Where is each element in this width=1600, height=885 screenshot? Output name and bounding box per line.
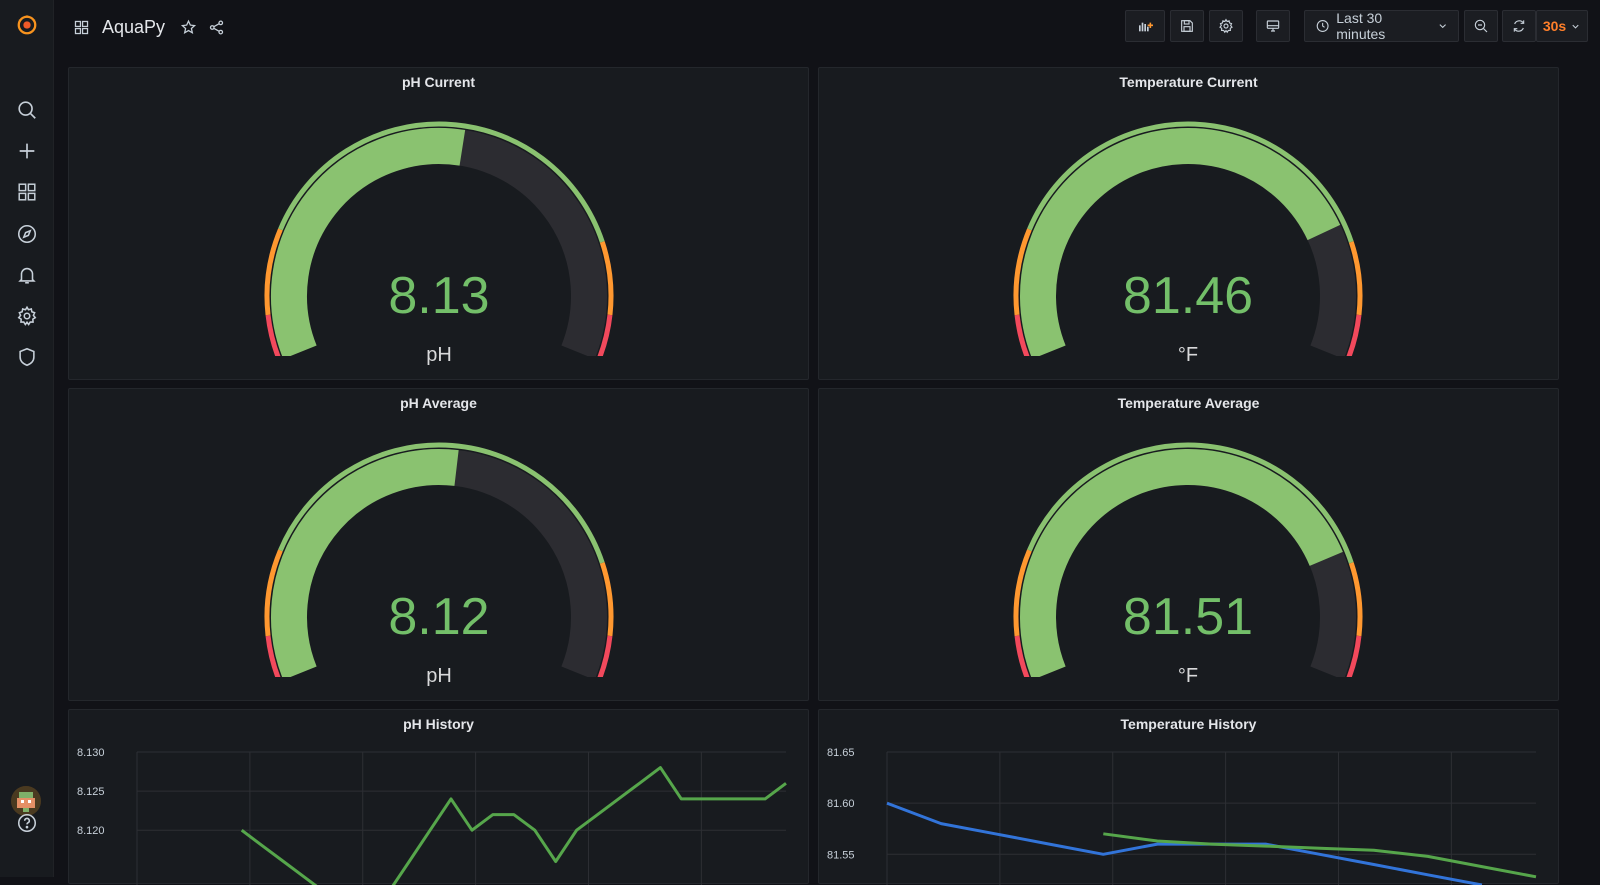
panel-ph-current: pH Current 8.13 pH	[68, 67, 809, 380]
panel-ph-average: pH Average 8.12 pH	[68, 388, 809, 701]
threshold-band	[597, 314, 613, 356]
gauge-value: 8.13	[388, 267, 490, 325]
plus-icon[interactable]	[0, 133, 54, 169]
dashboard-title-area: AquaPy	[68, 14, 229, 40]
series-line	[886, 801, 1483, 885]
chevron-down-icon	[1439, 24, 1446, 29]
refresh-interval-picker[interactable]: 30s	[1536, 10, 1588, 42]
threshold-band	[1346, 314, 1362, 356]
help-icon[interactable]	[0, 805, 54, 841]
panel-temperature-history: Temperature History 81.65 81.60 81.55	[818, 709, 1560, 885]
y-tick-label: 81.60	[827, 798, 855, 810]
gauge-value-arc	[271, 449, 459, 677]
user-avatar[interactable]	[11, 786, 41, 816]
gauge-value: 81.46	[1122, 267, 1254, 325]
series-line	[240, 766, 787, 885]
shield-icon[interactable]	[0, 339, 54, 375]
gauge-value-arc	[1020, 128, 1341, 356]
y-tick-label: 81.65	[827, 747, 855, 759]
threshold-band	[1346, 635, 1362, 677]
dashboards-grid-icon	[68, 14, 94, 40]
gear-icon	[1219, 18, 1233, 34]
threshold-band	[265, 314, 281, 356]
threshold-band	[599, 241, 614, 316]
threshold-band	[1014, 314, 1030, 356]
top-navbar: AquaPy Last 30 minutes 30s	[54, 0, 1600, 54]
y-tick-label: 8.120	[77, 825, 105, 837]
y-tick-label: 8.125	[77, 786, 105, 798]
gear-icon[interactable]	[0, 298, 54, 334]
grafana-logo-icon[interactable]	[0, 7, 54, 43]
refresh-interval-value: 30s	[1542, 18, 1567, 34]
threshold-band	[1014, 635, 1030, 677]
bell-icon[interactable]	[0, 257, 54, 293]
ph-history-chart[interactable]: 8.130 8.125 8.120	[69, 710, 810, 885]
threshold-band	[278, 442, 605, 564]
gauge-value-arc	[1020, 449, 1343, 677]
series-line	[1103, 832, 1537, 879]
grafana-logo-icon	[17, 14, 37, 35]
panel-title[interactable]: Temperature Current	[1119, 74, 1258, 90]
gauge-value-arc	[271, 128, 466, 356]
add-panel-button[interactable]	[1125, 10, 1165, 42]
gauge-unit: pH	[426, 665, 452, 687]
search-icon[interactable]	[0, 92, 54, 128]
threshold-band	[1348, 241, 1363, 316]
dashboard-settings-button[interactable]	[1209, 10, 1243, 42]
threshold-band	[1027, 442, 1354, 564]
star-icon[interactable]	[175, 14, 201, 40]
threshold-band	[597, 635, 613, 677]
threshold-band	[1348, 562, 1363, 637]
panel-title[interactable]: pH Average	[400, 395, 477, 411]
gauge-value: 81.51	[1122, 588, 1254, 646]
explore-compass-icon[interactable]	[0, 216, 54, 252]
time-range-picker[interactable]: Last 30 minutes	[1304, 10, 1459, 42]
panel-ph-history: pH History 8.130 8.125 8.120	[68, 709, 810, 885]
side-menu	[0, 0, 54, 877]
gauge-unit: °F	[1177, 344, 1199, 366]
threshold-band	[1013, 549, 1032, 637]
gauge-ph-average	[264, 442, 614, 677]
dashboards-icon[interactable]	[0, 174, 54, 210]
panel-title[interactable]: Temperature Average	[1117, 395, 1260, 411]
panel-temperature-current: Temperature Current 81.46 °F	[818, 67, 1559, 380]
gauge-unit: °F	[1177, 665, 1199, 687]
save-icon	[1181, 20, 1193, 32]
save-dashboard-button[interactable]	[1170, 10, 1204, 42]
y-tick-label: 81.55	[827, 849, 855, 861]
dashboard-title[interactable]: AquaPy	[102, 16, 166, 37]
threshold-band	[599, 562, 614, 637]
chevron-down-icon	[1572, 24, 1579, 29]
share-icon[interactable]	[203, 14, 229, 40]
threshold-band	[265, 635, 281, 677]
threshold-band	[264, 228, 283, 316]
y-tick-label: 8.130	[77, 747, 105, 759]
threshold-band	[1027, 121, 1354, 243]
refresh-button[interactable]	[1502, 10, 1536, 42]
gauge-ph-current	[264, 121, 614, 356]
threshold-band	[1013, 228, 1032, 316]
temperature-history-chart[interactable]: 81.65 81.60 81.55	[819, 710, 1560, 885]
panel-temperature-average: Temperature Average 81.51 °F	[818, 388, 1559, 701]
panel-title[interactable]: pH Current	[401, 74, 476, 90]
gauge-unit: pH	[426, 344, 452, 366]
clock-icon	[1316, 20, 1329, 32]
threshold-band	[264, 549, 283, 637]
gauge-temperature-current	[1013, 121, 1363, 356]
panel-title[interactable]: Temperature History	[1120, 716, 1257, 732]
panel-title[interactable]: pH History	[403, 716, 474, 732]
avatar-pixel-art	[11, 786, 41, 816]
gauge-temperature-average	[1013, 442, 1363, 677]
time-range-label: Last 30 minutes	[1336, 10, 1386, 42]
add-panel-icon	[1139, 22, 1153, 32]
monitor-icon	[1266, 20, 1280, 32]
threshold-band	[278, 121, 605, 243]
zoom-out-button[interactable]	[1464, 10, 1498, 42]
gauge-value: 8.12	[388, 588, 490, 646]
refresh-icon	[1513, 20, 1525, 32]
zoom-out-icon	[1474, 19, 1488, 33]
cycle-view-mode-button[interactable]	[1256, 10, 1290, 42]
